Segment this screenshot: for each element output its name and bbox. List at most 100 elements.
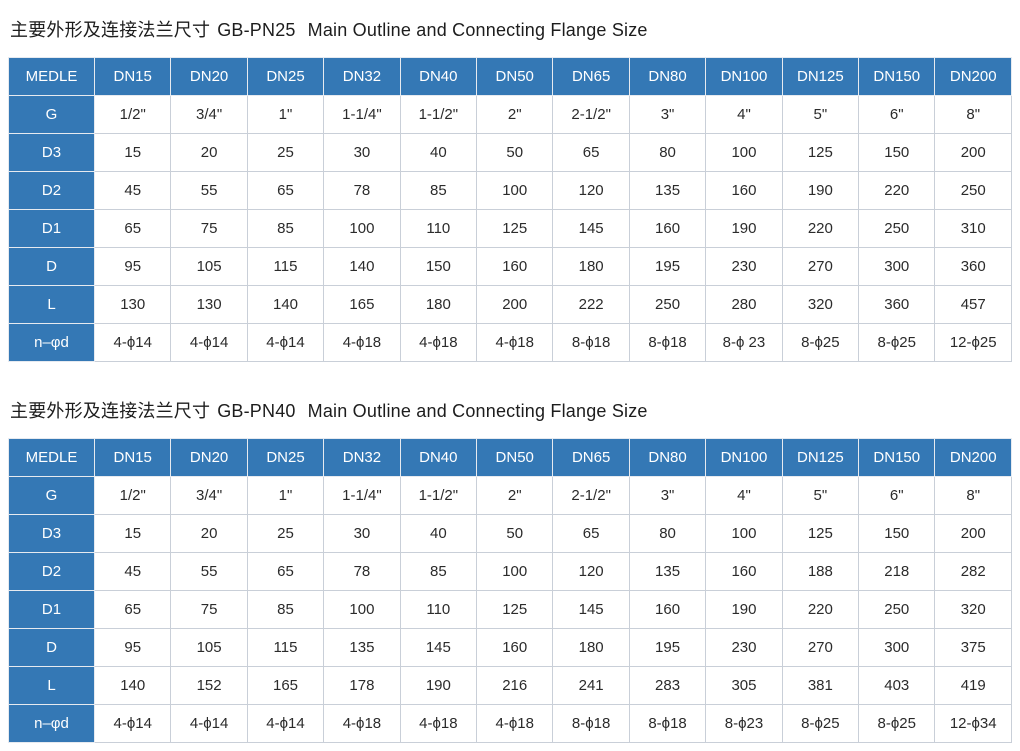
column-header-cell: DN50 [476, 57, 554, 96]
data-cell: 250 [934, 171, 1012, 210]
data-cell: 218 [858, 552, 936, 591]
data-cell: 8-ϕ18 [552, 323, 630, 362]
data-cell: 125 [476, 209, 554, 248]
section-title-zh: 主要外形及连接法兰尺寸 [10, 401, 211, 421]
section-title-pn40: 主要外形及连接法兰尺寸 GB-PN40 Main Outline and Conne… [10, 397, 1012, 423]
data-cell: 230 [705, 247, 783, 286]
row-label-cell: D3 [8, 133, 95, 172]
table-row: D1 65 75 85 100 110 125 145 160 190 220 250 320 [8, 590, 1012, 629]
data-cell: 160 [476, 247, 554, 286]
data-cell: 165 [323, 285, 401, 324]
column-header-cell: DN65 [552, 57, 630, 96]
section-title-en: Main Outline and Connecting Flange Size [307, 401, 648, 421]
data-cell: 3" [628, 95, 707, 134]
data-cell: 12-ϕ25 [934, 323, 1012, 362]
data-cell: 230 [705, 628, 783, 667]
data-cell: 80 [628, 133, 707, 172]
table-row: D1 65 75 85 100 110 125 145 160 190 220 250 310 [8, 209, 1012, 248]
data-cell: 8-ϕ18 [552, 704, 630, 743]
data-cell: 150 [858, 133, 936, 172]
data-cell: 300 [858, 247, 936, 286]
data-cell: 125 [476, 590, 554, 629]
header-row: MEDLE DN15 DN20 DN25 DN32 DN40 DN50 DN65 DN80 DN1… [8, 438, 1012, 477]
data-cell: 95 [93, 628, 172, 667]
data-cell: 6" [858, 95, 936, 134]
data-cell: 190 [399, 666, 478, 705]
row-label-cell: n–φd [8, 704, 95, 743]
data-cell: 305 [705, 666, 783, 705]
row-label-cell: D1 [8, 209, 95, 248]
column-header-cell: DN32 [323, 438, 401, 477]
row-label-cell: D2 [8, 171, 95, 210]
data-cell: 2-1/2" [552, 95, 630, 134]
data-cell: 4" [705, 476, 783, 515]
data-cell: 115 [246, 247, 325, 286]
data-cell: 120 [552, 171, 630, 210]
data-cell: 241 [552, 666, 630, 705]
table-row: L 130 130 140 165 180 200 222 250 280 320 360 457 [8, 285, 1012, 324]
data-cell: 80 [628, 514, 707, 553]
data-cell: 75 [170, 209, 248, 248]
data-cell: 3" [628, 476, 707, 515]
row-label-cell: L [8, 285, 95, 324]
section-title-zh: 主要外形及连接法兰尺寸 [10, 20, 211, 40]
data-cell: 250 [858, 590, 936, 629]
data-cell: 65 [246, 171, 325, 210]
section-pn25: 主要外形及连接法兰尺寸 GB-PN25 Main Outline and Conne… [8, 16, 1012, 362]
data-cell: 4-ϕ18 [323, 323, 401, 362]
column-header-cell: DN25 [246, 438, 325, 477]
data-cell: 12-ϕ34 [934, 704, 1012, 743]
data-cell: 120 [552, 552, 630, 591]
column-header-cell: DN15 [93, 438, 172, 477]
data-cell: 280 [705, 285, 783, 324]
section-title-code: GB-PN40 [217, 401, 296, 421]
table-row: D3 15 20 25 30 40 50 65 80 100 125 150 200 [8, 514, 1012, 553]
data-cell: 250 [858, 209, 936, 248]
column-header-cell: DN200 [934, 438, 1012, 477]
data-cell: 8-ϕ23 [705, 704, 783, 743]
data-cell: 85 [246, 590, 325, 629]
data-cell: 65 [93, 590, 172, 629]
data-cell: 270 [781, 628, 860, 667]
column-header-cell: DN20 [170, 57, 248, 96]
data-cell: 100 [323, 209, 401, 248]
row-label-cell: D1 [8, 590, 95, 629]
row-label-cell: G [8, 476, 95, 515]
data-cell: 178 [323, 666, 401, 705]
flange-size-table-pn40: MEDLE DN15 DN20 DN25 DN32 DN40 DN50 DN65 DN80 DN1… [8, 438, 1012, 743]
data-cell: 15 [93, 514, 172, 553]
data-cell: 55 [170, 552, 248, 591]
table-row: D2 45 55 65 78 85 100 120 135 160 188 218 282 [8, 552, 1012, 591]
data-cell: 125 [781, 514, 860, 553]
data-cell: 220 [781, 590, 860, 629]
data-cell: 130 [170, 285, 248, 324]
corner-header-cell: MEDLE [8, 57, 95, 96]
data-cell: 8" [934, 95, 1012, 134]
data-cell: 2" [476, 95, 554, 134]
data-cell: 3/4" [170, 476, 248, 515]
data-cell: 140 [246, 285, 325, 324]
data-cell: 220 [858, 171, 936, 210]
data-cell: 4-ϕ14 [246, 704, 325, 743]
data-cell: 85 [399, 171, 478, 210]
data-cell: 180 [552, 247, 630, 286]
data-cell: 216 [476, 666, 554, 705]
row-label-cell: D3 [8, 514, 95, 553]
column-header-cell: DN40 [399, 57, 478, 96]
data-cell: 135 [628, 552, 707, 591]
data-cell: 8-ϕ 23 [705, 323, 783, 362]
data-cell: 100 [476, 171, 554, 210]
data-cell: 100 [476, 552, 554, 591]
data-cell: 8-ϕ25 [781, 704, 860, 743]
data-cell: 4-ϕ14 [246, 323, 325, 362]
data-cell: 1-1/2" [399, 476, 478, 515]
column-header-cell: DN32 [323, 57, 401, 96]
corner-header-cell: MEDLE [8, 438, 95, 477]
data-cell: 200 [934, 514, 1012, 553]
data-cell: 140 [93, 666, 172, 705]
data-cell: 50 [476, 133, 554, 172]
data-cell: 150 [399, 247, 478, 286]
data-cell: 105 [170, 247, 248, 286]
table-row: n–φd 4-ϕ14 4-ϕ14 4-ϕ14 4-ϕ18 4-ϕ18 4-ϕ18 8-ϕ18 8… [8, 323, 1012, 362]
data-cell: 145 [552, 590, 630, 629]
